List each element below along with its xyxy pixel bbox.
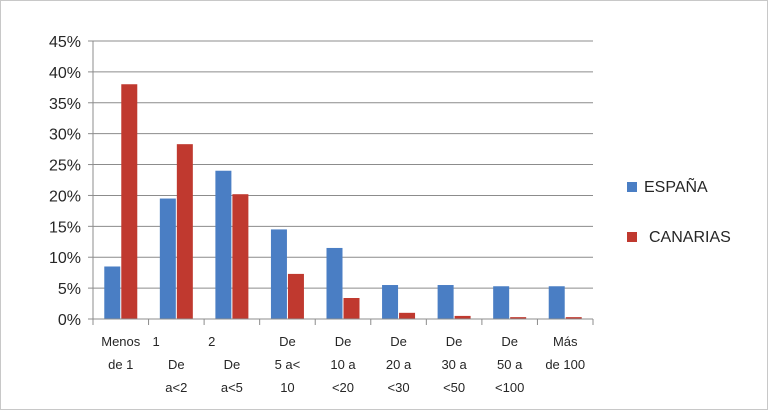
- x-tick-label-line: 30 a: [441, 357, 467, 372]
- x-tick-label: 2 De a<5: [208, 334, 243, 395]
- bars: [104, 84, 582, 319]
- x-tick-label-line: de 1: [108, 357, 133, 372]
- x-tick-label-line: De: [390, 334, 407, 349]
- x-tick-label-line: de 100: [545, 357, 585, 372]
- x-tick-label-line: Menos: [101, 334, 141, 349]
- bar-canarias: [121, 84, 138, 319]
- x-tick-label: De 10 a <20: [330, 334, 356, 395]
- y-tick-label: 0%: [58, 312, 81, 329]
- x-tick-label-line: 10 a: [330, 357, 356, 372]
- x-tick-label: De 30 a <50: [441, 334, 467, 395]
- bar-canarias: [287, 273, 304, 319]
- legend-swatch: [627, 232, 637, 242]
- legend-label: CANARIAS: [649, 229, 731, 246]
- bar-españa: [548, 286, 565, 319]
- bar-españa: [437, 285, 454, 319]
- bar-canarias: [454, 315, 471, 319]
- bar-españa: [104, 266, 121, 319]
- bar-españa: [215, 170, 232, 319]
- x-tick-label-line: De: [168, 357, 185, 372]
- legend: ESPAÑA CANARIAS: [627, 176, 731, 246]
- bar-canarias: [510, 317, 527, 319]
- y-axis: 0% 5% 10% 15% 20% 25% 30% 35% 40% 45%: [49, 34, 94, 329]
- x-tick-label: Menos de 1: [101, 334, 141, 372]
- legend-swatch: [627, 182, 637, 192]
- x-tick-label: De 20 a <30: [386, 334, 412, 395]
- x-tick-label-line: De: [446, 334, 463, 349]
- x-tick-label-line: <100: [495, 380, 524, 395]
- bar-canarias: [399, 312, 416, 319]
- x-tick-label-line: 10: [280, 380, 294, 395]
- gridlines: [93, 40, 593, 289]
- y-tick-label: 40%: [49, 65, 81, 82]
- x-tick-label-line: Más: [553, 334, 578, 349]
- x-tick-label-line: <20: [332, 380, 354, 395]
- y-tick-label: 45%: [49, 34, 81, 51]
- x-tick-label: De 5 a< 10: [275, 334, 301, 395]
- y-tick-label: 15%: [49, 219, 81, 236]
- x-tick-label-line: a<5: [221, 380, 243, 395]
- x-tick-label-line: <50: [443, 380, 465, 395]
- bar-españa: [326, 247, 343, 319]
- bar-canarias: [343, 297, 360, 319]
- x-tick-label-line: 20 a: [386, 357, 412, 372]
- x-tick-label-line: De: [224, 357, 241, 372]
- x-tick-label: 1 De a<2: [153, 334, 188, 395]
- bar-canarias: [232, 194, 249, 319]
- y-tick-label: 25%: [49, 158, 81, 175]
- x-tick-label-line: De: [501, 334, 518, 349]
- x-tick-label: Más de 100: [545, 334, 585, 372]
- bar-canarias: [176, 144, 193, 319]
- bar-canarias: [565, 317, 582, 319]
- x-tick-label-line: De: [279, 334, 296, 349]
- y-tick-label: 20%: [49, 188, 81, 205]
- bar-españa: [493, 286, 510, 319]
- bar-españa: [159, 198, 176, 319]
- x-tick-label: De 50 a <100: [495, 334, 524, 395]
- bar-españa: [270, 229, 287, 319]
- y-tick-label: 35%: [49, 96, 81, 113]
- x-tick-label-line: 50 a: [497, 357, 523, 372]
- x-tick-label-line: a<2: [165, 380, 187, 395]
- bar-españa: [382, 285, 399, 319]
- x-tick-label-line: 5 a<: [275, 357, 301, 372]
- x-tick-label-line: 1: [153, 334, 160, 349]
- y-tick-label: 30%: [49, 127, 81, 144]
- legend-label: ESPAÑA: [644, 176, 708, 196]
- y-tick-label: 10%: [49, 250, 81, 267]
- y-tick-label: 5%: [58, 281, 81, 298]
- x-tick-label-line: 2: [208, 334, 215, 349]
- x-tick-label-line: <30: [388, 380, 410, 395]
- x-tick-label-line: De: [335, 334, 352, 349]
